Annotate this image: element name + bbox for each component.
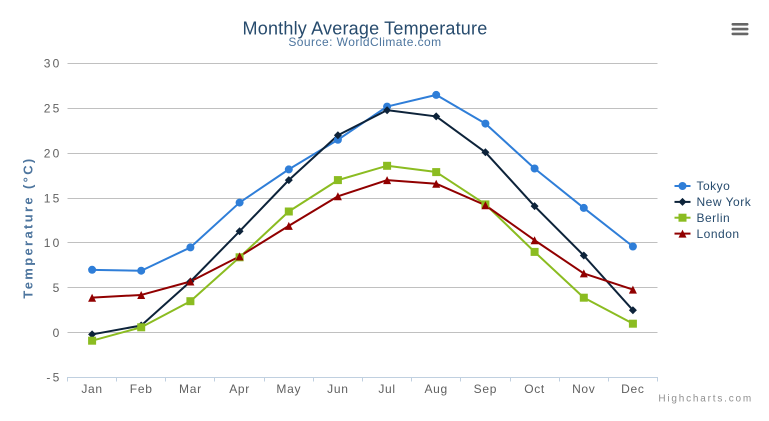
svg-text:Oct: Oct [524,382,545,396]
svg-text:Feb: Feb [130,382,153,396]
svg-text:London: London [697,227,740,241]
svg-text:0: 0 [53,326,62,340]
svg-text:30: 30 [44,57,62,71]
svg-text:Highcharts.com: Highcharts.com [658,394,753,405]
svg-text:New York: New York [697,195,752,209]
svg-text:Mar: Mar [179,382,202,396]
svg-text:20: 20 [44,146,62,160]
svg-text:Aug: Aug [424,382,447,396]
svg-text:Jun: Jun [327,382,348,396]
svg-text:15: 15 [44,191,62,205]
svg-text:10: 10 [44,236,62,250]
svg-text:Monthly Average Temperature: Monthly Average Temperature [243,19,488,39]
svg-text:Sep: Sep [474,382,497,396]
svg-text:Nov: Nov [572,382,595,396]
svg-text:25: 25 [44,102,62,116]
svg-text:Tokyo: Tokyo [697,179,731,193]
svg-text:Apr: Apr [229,382,250,396]
svg-text:Dec: Dec [621,382,644,396]
svg-text:Temperature (°C): Temperature (°C) [21,156,36,298]
svg-text:Jan: Jan [81,382,102,396]
svg-text:Jul: Jul [378,382,395,396]
svg-text:Source: WorldClimate.com: Source: WorldClimate.com [288,35,441,49]
svg-text:Berlin: Berlin [697,211,731,225]
svg-text:May: May [276,382,301,396]
svg-text:-5: -5 [46,371,61,385]
svg-text:5: 5 [53,281,62,295]
